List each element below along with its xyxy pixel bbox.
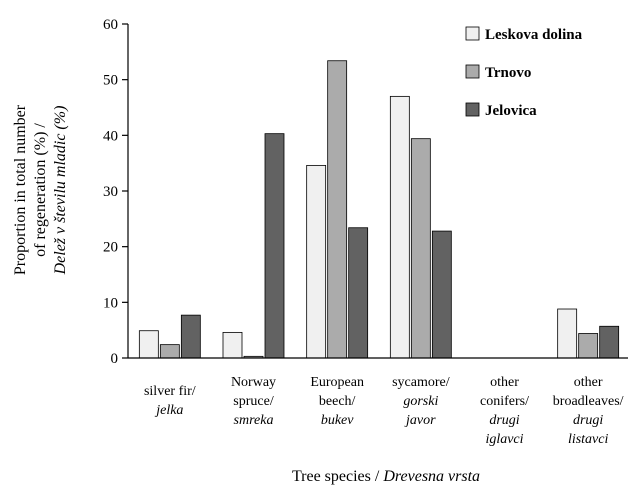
legend-label: Jelovica	[485, 103, 537, 119]
legend: Leskova dolina Trnovo Jelovica	[466, 27, 583, 119]
bar	[600, 326, 619, 358]
axes	[128, 24, 628, 358]
y-axis-title-line2: of regeneration (%) /	[32, 123, 49, 257]
x-category-label-line: drugi	[573, 413, 603, 428]
bar	[579, 334, 598, 358]
bar	[265, 134, 284, 358]
bar	[349, 228, 368, 358]
x-category-label-line: other	[490, 375, 519, 390]
x-category-label-line: spruce/	[233, 394, 274, 409]
x-category-label-line: silver fir/	[144, 384, 196, 399]
legend-swatch	[466, 27, 479, 40]
legend-label: Leskova dolina	[485, 27, 583, 43]
y-axis-title-line1: Proportion in total number	[12, 104, 29, 275]
y-axis-ticks: 0 10 20 30 40 50 60	[103, 17, 128, 367]
x-category-label-line: Norway	[231, 375, 276, 390]
x-axis-title-main: Tree species /	[292, 468, 383, 485]
y-tick-label: 10	[103, 295, 118, 311]
bar	[432, 231, 451, 358]
y-axis-title-line3: Delež v številu mladic (%)	[52, 106, 69, 276]
x-category-label: sycamore/gorski javor	[392, 375, 450, 428]
y-tick-label: 0	[111, 351, 119, 367]
x-category-label: other conifers/drugi iglavci	[480, 375, 529, 447]
bar	[411, 139, 430, 358]
y-axis-title: Proportion in total number of regenerati…	[12, 104, 69, 275]
bar	[390, 96, 409, 358]
y-tick-label: 30	[103, 184, 118, 200]
bar	[181, 315, 200, 358]
x-axis-categories: silver fir/jelka Norway spruce/smreka Europ…	[144, 375, 624, 447]
bar	[328, 61, 347, 358]
legend-label: Trnovo	[485, 65, 531, 81]
x-category-label: European beech/bukev	[310, 375, 364, 428]
bars	[139, 61, 618, 358]
x-category-label-line: beech/	[319, 394, 356, 409]
x-category-label-line: listavci	[568, 432, 609, 447]
x-category-label-line: iglavci	[485, 432, 523, 447]
bar	[307, 165, 326, 358]
x-category-label: Norway spruce/smreka	[231, 375, 276, 428]
x-axis-title: Tree species / Drevesna vrsta	[292, 468, 480, 485]
x-category-label-line: gorski	[403, 394, 438, 409]
x-category-label-line: sycamore/	[392, 375, 450, 390]
x-category-label-line: conifers/	[480, 394, 529, 409]
x-category-label: other broadleaves/drugi listavci	[553, 375, 624, 447]
bar	[160, 345, 179, 358]
x-category-label: silver fir/jelka	[144, 384, 196, 418]
x-category-label-line: javor	[404, 413, 436, 428]
bar	[558, 309, 577, 358]
x-category-label-line: European	[310, 375, 364, 390]
y-tick-label: 60	[103, 17, 118, 33]
bar	[223, 332, 242, 358]
y-tick-label: 20	[103, 240, 118, 256]
x-category-label-line: bukev	[321, 413, 354, 428]
x-axis-title-italic: Drevesna vrsta	[382, 468, 480, 485]
x-category-label-line: other	[574, 375, 603, 390]
legend-swatch	[466, 65, 479, 78]
x-category-label-line: drugi	[489, 413, 519, 428]
y-tick-label: 40	[103, 128, 118, 144]
x-category-label-line: smreka	[234, 413, 274, 428]
legend-swatch	[466, 103, 479, 116]
y-tick-label: 50	[103, 73, 118, 89]
bar	[139, 331, 158, 358]
x-category-label-line: broadleaves/	[553, 394, 624, 409]
x-category-label-line: jelka	[154, 403, 183, 418]
